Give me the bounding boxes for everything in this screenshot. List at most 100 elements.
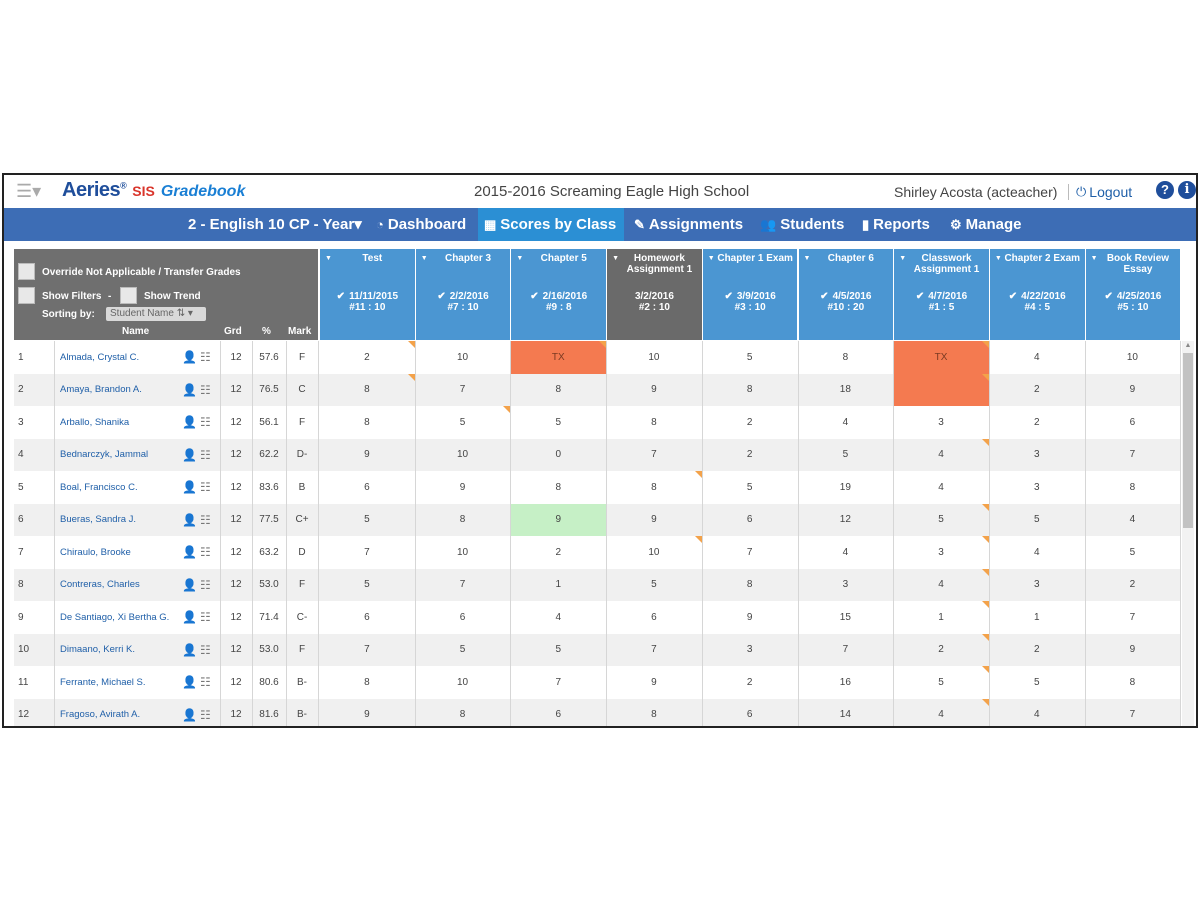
assignment-header[interactable]: ▼ Test ✔ 11/11/2015 #11 : 10 <box>319 249 415 340</box>
score-cell[interactable]: 8 <box>319 373 415 407</box>
nav-scores-by-class[interactable]: ▦ Scores by Class <box>478 208 624 241</box>
score-cell[interactable]: TX <box>510 341 607 374</box>
nav-students[interactable]: 👥 Students <box>754 208 850 241</box>
score-cell[interactable]: 2 <box>989 634 1085 667</box>
score-cell[interactable]: 14 <box>798 699 894 727</box>
score-cell[interactable]: 4 <box>1085 504 1181 537</box>
dropdown-arrow-icon[interactable]: ▼ <box>612 255 620 262</box>
student-name-link[interactable]: Arballo, Shanika <box>60 416 130 428</box>
score-cell[interactable]: 4 <box>510 601 606 634</box>
student-name[interactable]: Fragoso, Avirath A. <box>60 699 184 727</box>
student-name-link[interactable]: Boal, Francisco C. <box>60 481 138 493</box>
score-cell[interactable]: 7 <box>606 634 702 667</box>
score-cell[interactable]: 5 <box>510 406 606 439</box>
vertical-scrollbar[interactable]: ▲ <box>1182 341 1194 726</box>
score-cell[interactable]: 7 <box>1085 439 1181 472</box>
student-name[interactable]: Chiraulo, Brooke <box>60 536 184 569</box>
score-cell[interactable]: 9 <box>319 439 415 472</box>
student-name[interactable]: Arballo, Shanika <box>60 406 184 439</box>
score-cell[interactable]: 6 <box>606 601 702 634</box>
score-cell[interactable]: 2 <box>510 536 606 569</box>
score-cell[interactable]: 4 <box>893 698 989 727</box>
score-cell[interactable]: 5 <box>415 406 511 439</box>
hamburger-menu-icon[interactable]: ☰▾ <box>16 181 42 201</box>
assignment-header[interactable]: ▼ Book Review Essay ✔ 4/25/2016 #5 : 10 <box>1084 249 1181 340</box>
score-cell[interactable]: 5 <box>702 471 798 504</box>
assignment-header[interactable]: ▼ Chapter 3 ✔ 2/2/2016 #7 : 10 <box>414 249 511 340</box>
score-cell[interactable]: 8 <box>319 666 415 699</box>
score-cell[interactable]: 9 <box>702 601 798 634</box>
score-cell[interactable]: 1 <box>510 569 606 602</box>
score-cell[interactable]: 8 <box>415 699 511 727</box>
score-cell[interactable]: 8 <box>702 569 798 602</box>
score-cell[interactable]: 10 <box>415 341 511 374</box>
student-profile-icon[interactable]: 👤 <box>182 707 197 722</box>
score-cell[interactable]: 9 <box>319 699 415 727</box>
nav-reports[interactable]: ▮ Reports <box>856 208 936 241</box>
score-cell[interactable]: 9 <box>606 374 702 407</box>
student-summary-icon[interactable]: ☷ <box>199 545 211 560</box>
student-profile-icon[interactable]: 👤 <box>182 610 197 625</box>
student-summary-icon[interactable]: ☷ <box>199 675 211 690</box>
score-cell[interactable]: 9 <box>606 504 702 537</box>
score-cell[interactable]: 3 <box>989 471 1085 504</box>
dropdown-arrow-icon[interactable]: ▼ <box>803 255 811 262</box>
score-cell[interactable]: 8 <box>798 341 894 374</box>
student-profile-icon[interactable]: 👤 <box>182 675 197 690</box>
student-summary-icon[interactable]: ☷ <box>199 577 211 592</box>
score-cell[interactable]: 7 <box>415 569 511 602</box>
assignment-header[interactable]: ▼ Chapter 2 Exam ✔ 4/22/2016 #4 : 5 <box>988 249 1085 340</box>
score-cell[interactable]: 3 <box>702 634 798 667</box>
score-cell[interactable]: 9 <box>606 666 702 699</box>
score-cell[interactable]: 3 <box>989 569 1085 602</box>
score-cell[interactable]: 6 <box>510 699 606 727</box>
assignment-header[interactable]: ▼ Chapter 5 ✔ 2/16/2016 #9 : 8 <box>510 249 607 340</box>
col-header-grd[interactable]: Grd <box>224 326 242 337</box>
student-name[interactable]: Contreras, Charles <box>60 569 184 602</box>
scroll-up-icon[interactable]: ▲ <box>1184 342 1192 349</box>
student-name[interactable]: Bueras, Sandra J. <box>60 504 184 537</box>
score-cell[interactable]: 10 <box>1085 341 1181 374</box>
score-cell[interactable]: 3 <box>893 536 989 569</box>
score-cell[interactable]: 6 <box>702 504 798 537</box>
student-name[interactable]: Dimaano, Kerri K. <box>60 634 184 667</box>
student-profile-icon[interactable]: 👤 <box>182 447 197 462</box>
score-cell[interactable]: 6 <box>319 601 415 634</box>
score-cell[interactable]: 5 <box>893 503 989 537</box>
override-checkbox[interactable] <box>18 263 35 280</box>
score-cell[interactable] <box>893 373 989 406</box>
score-cell[interactable]: 3 <box>798 569 894 602</box>
score-cell[interactable]: 7 <box>1085 601 1181 634</box>
student-profile-icon[interactable]: 👤 <box>182 382 197 397</box>
score-cell[interactable]: 8 <box>702 374 798 407</box>
score-cell[interactable]: 4 <box>893 568 989 602</box>
col-header-name[interactable]: Name <box>122 326 150 337</box>
score-cell[interactable]: 10 <box>606 341 702 374</box>
student-name-link[interactable]: Fragoso, Avirath A. <box>60 709 141 721</box>
score-cell[interactable]: TX <box>893 341 989 374</box>
student-name[interactable]: Boal, Francisco C. <box>60 471 184 504</box>
score-cell[interactable]: 8 <box>510 374 606 407</box>
student-profile-icon[interactable]: 👤 <box>182 577 197 592</box>
score-cell[interactable]: 8 <box>1085 471 1181 504</box>
student-name-link[interactable]: Bueras, Sandra J. <box>60 514 137 526</box>
score-cell[interactable]: 5 <box>798 439 894 472</box>
student-summary-icon[interactable]: ☷ <box>199 415 211 430</box>
student-summary-icon[interactable]: ☷ <box>199 642 211 657</box>
student-name-link[interactable]: Contreras, Charles <box>60 579 140 591</box>
student-name-link[interactable]: Amaya, Brandon A. <box>60 384 142 396</box>
score-cell[interactable]: 6 <box>415 601 511 634</box>
class-selector[interactable]: 2 - English 10 CP - Year▾ <box>182 208 368 241</box>
score-cell[interactable]: 16 <box>798 666 894 699</box>
score-cell[interactable]: 7 <box>606 439 702 472</box>
score-cell[interactable]: 10 <box>415 666 511 699</box>
score-cell[interactable]: 8 <box>606 699 702 727</box>
student-name[interactable]: Amaya, Brandon A. <box>60 374 184 407</box>
student-profile-icon[interactable]: 👤 <box>182 512 197 527</box>
student-summary-icon[interactable]: ☷ <box>199 610 211 625</box>
score-cell[interactable]: 5 <box>319 569 415 602</box>
score-cell[interactable]: 7 <box>510 666 606 699</box>
assignment-header[interactable]: ▼ Chapter 6 ✔ 4/5/2016 #10 : 20 <box>797 249 894 340</box>
student-name[interactable]: Bednarczyk, Jammal <box>60 439 184 472</box>
score-cell[interactable]: 5 <box>989 666 1085 699</box>
